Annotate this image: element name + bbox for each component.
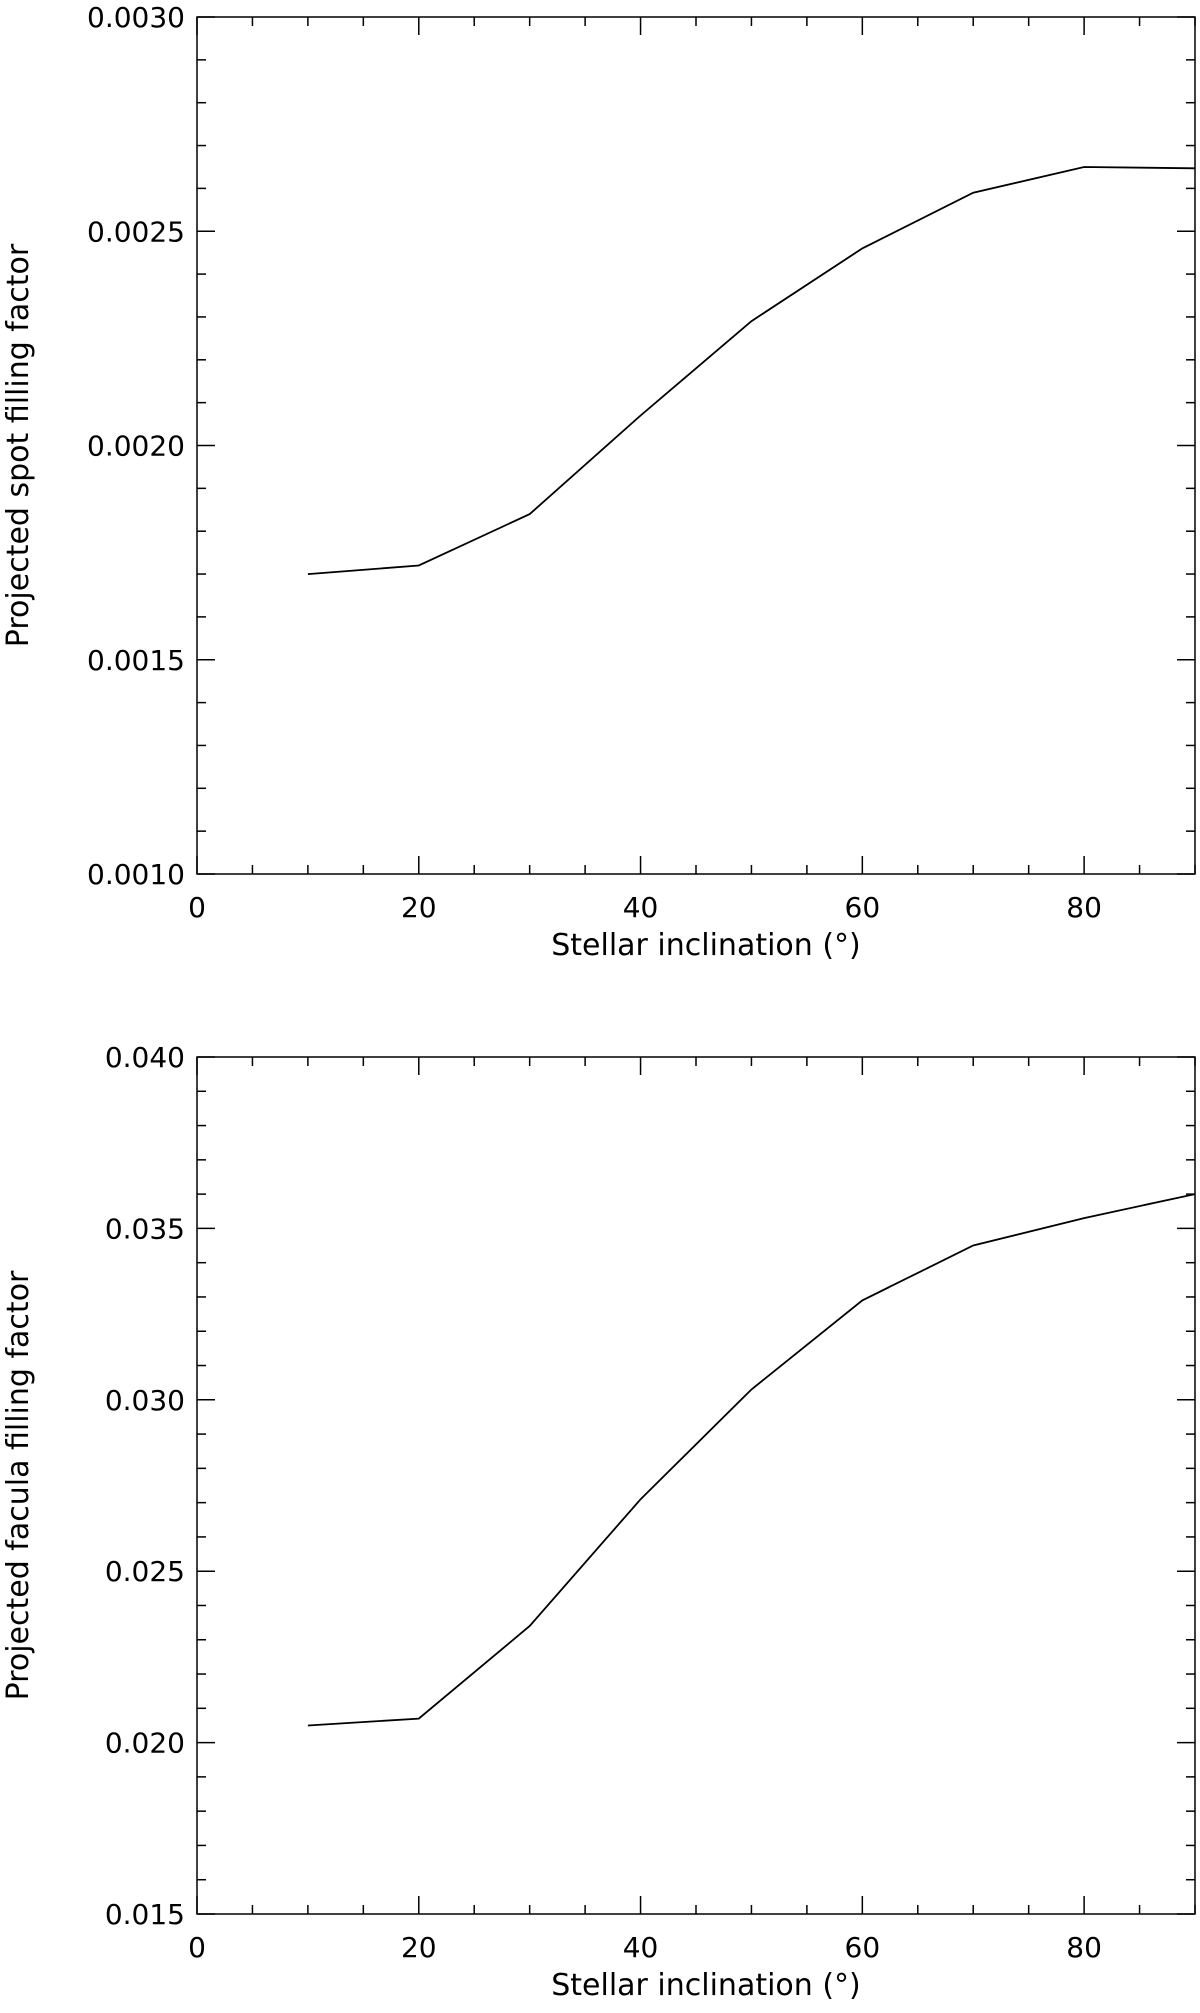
y-tick-label: 0.025 <box>105 1555 185 1588</box>
x-tick-label: 80 <box>1066 891 1102 924</box>
y-tick-label: 0.015 <box>105 1898 185 1931</box>
y-axis-label: Projected spot filling factor <box>1 243 36 647</box>
x-tick-label: 80 <box>1066 1931 1102 1964</box>
y-tick-label: 0.0025 <box>87 215 185 248</box>
x-tick-label: 40 <box>623 891 659 924</box>
x-tick-label: 20 <box>401 891 437 924</box>
x-tick-label: 40 <box>623 1931 659 1964</box>
y-tick-label: 0.0020 <box>87 430 185 463</box>
series-line <box>307 166 1196 575</box>
series-line <box>307 1193 1196 1727</box>
y-tick-label: 0.0015 <box>87 644 185 677</box>
x-axis-label: Stellar inclination (°) <box>551 928 861 963</box>
plot-frame <box>196 16 1196 875</box>
facula-filling-factor-chart: 0 20 40 60 80 0.015 0.020 0.025 0.030 0.035 0.040 S… <box>1 1041 1196 2003</box>
y-tick-label: 0.035 <box>105 1212 185 1245</box>
x-axis-label: Stellar inclination (°) <box>551 1968 861 2003</box>
y-axis-label: Projected facula filling factor <box>1 1270 36 1700</box>
x-tick-label: 60 <box>845 891 881 924</box>
spot-filling-factor-chart: 0 20 40 60 80 0.0010 0.0015 0.0020 0.0025 0.0030 S… <box>1 1 1196 963</box>
y-tick-label: 0.0010 <box>87 858 185 891</box>
x-tick-label: 20 <box>401 1931 437 1964</box>
x-tick-label: 0 <box>188 891 206 924</box>
y-tick-label: 0.030 <box>105 1384 185 1417</box>
plot-frame <box>196 1056 1196 1915</box>
y-tick-label: 0.040 <box>105 1041 185 1074</box>
y-tick-label: 0.020 <box>105 1727 185 1760</box>
x-tick-label: 60 <box>845 1931 881 1964</box>
y-tick-label: 0.0030 <box>87 1 185 34</box>
x-tick-label: 0 <box>188 1931 206 1964</box>
